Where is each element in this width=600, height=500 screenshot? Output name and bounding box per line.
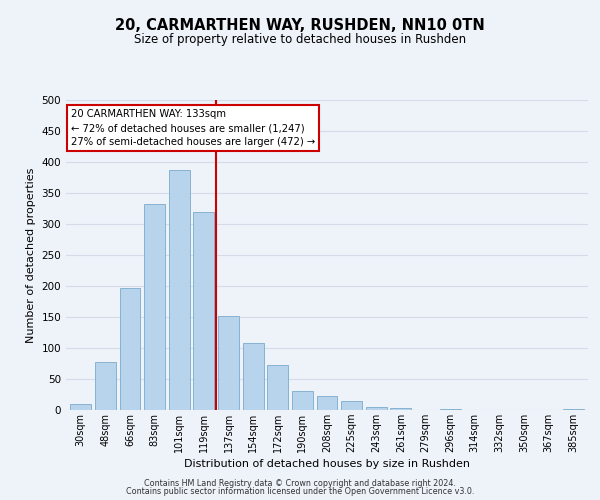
Text: Contains HM Land Registry data © Crown copyright and database right 2024.: Contains HM Land Registry data © Crown c…	[144, 478, 456, 488]
Bar	[70, 404, 91, 410]
Text: 20, CARMARTHEN WAY, RUSHDEN, NN10 0TN: 20, CARMARTHEN WAY, RUSHDEN, NN10 0TN	[115, 18, 485, 32]
Y-axis label: Number of detached properties: Number of detached properties	[26, 168, 36, 342]
Bar	[95, 362, 116, 410]
Bar	[267, 364, 288, 410]
Bar	[391, 408, 412, 410]
Bar	[169, 170, 190, 410]
Bar	[317, 396, 337, 410]
Bar	[366, 407, 387, 410]
X-axis label: Distribution of detached houses by size in Rushden: Distribution of detached houses by size …	[184, 459, 470, 469]
Bar	[292, 392, 313, 410]
Text: Size of property relative to detached houses in Rushden: Size of property relative to detached ho…	[134, 32, 466, 46]
Bar	[144, 204, 165, 410]
Text: Contains public sector information licensed under the Open Government Licence v3: Contains public sector information licen…	[126, 487, 474, 496]
Bar	[242, 343, 263, 410]
Text: 20 CARMARTHEN WAY: 133sqm
← 72% of detached houses are smaller (1,247)
27% of se: 20 CARMARTHEN WAY: 133sqm ← 72% of detac…	[71, 110, 316, 148]
Bar	[341, 402, 362, 410]
Bar	[119, 288, 140, 410]
Bar	[193, 212, 214, 410]
Bar	[218, 316, 239, 410]
